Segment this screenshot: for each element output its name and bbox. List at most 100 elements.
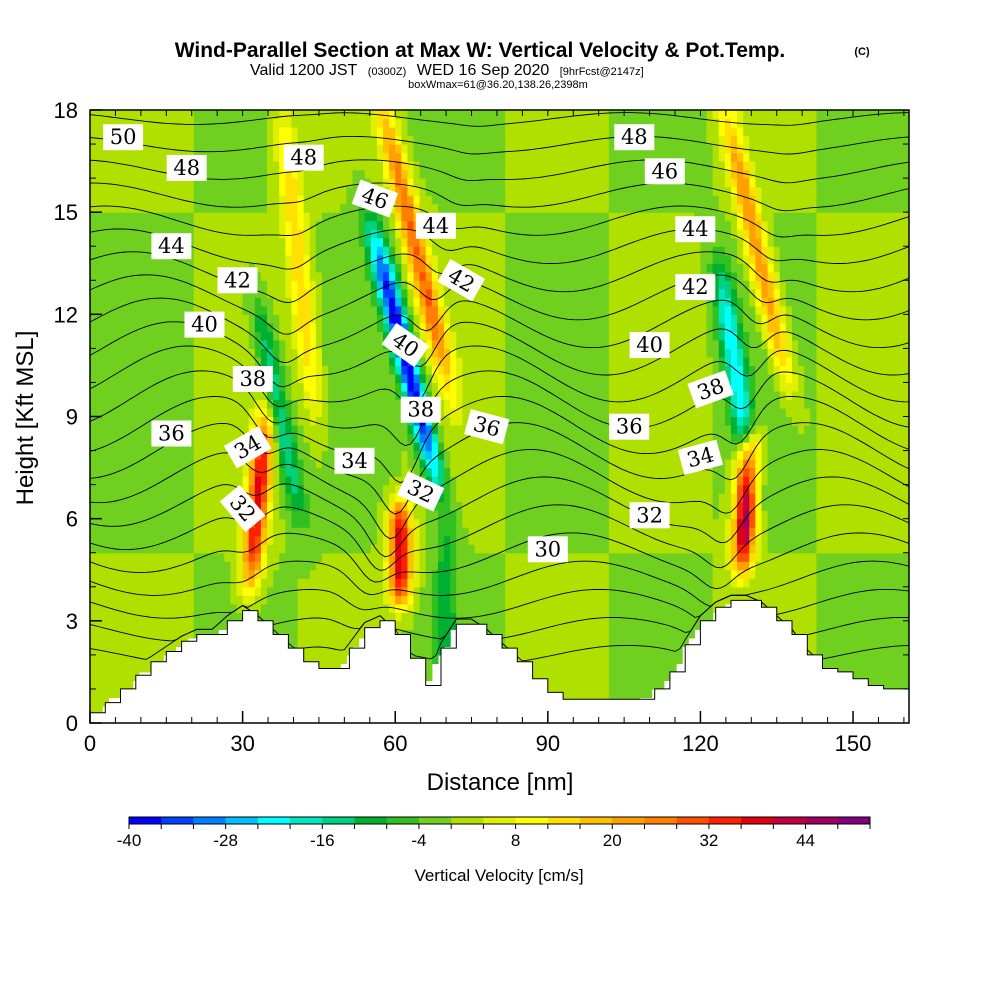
velocity-cell bbox=[456, 476, 463, 486]
velocity-cell bbox=[254, 246, 262, 256]
velocity-cell bbox=[212, 229, 219, 239]
velocity-cell bbox=[431, 144, 439, 154]
velocity-cell bbox=[267, 476, 274, 486]
velocity-cell bbox=[517, 373, 524, 384]
velocity-cell bbox=[205, 356, 213, 367]
velocity-cell bbox=[102, 595, 109, 605]
velocity-cell bbox=[328, 220, 335, 230]
velocity-cell bbox=[480, 280, 488, 290]
velocity-cell bbox=[96, 578, 103, 588]
velocity-cell bbox=[560, 467, 567, 477]
velocity-cell bbox=[132, 476, 140, 486]
velocity-cell bbox=[175, 382, 183, 392]
velocity-cell bbox=[120, 637, 128, 647]
velocity-cell bbox=[193, 535, 201, 545]
velocity-cell bbox=[120, 280, 128, 290]
velocity-cell bbox=[163, 127, 170, 137]
velocity-cell bbox=[395, 501, 402, 511]
velocity-cell bbox=[511, 237, 518, 247]
velocity-cell bbox=[96, 663, 103, 673]
velocity-cell bbox=[96, 322, 103, 332]
velocity-cell bbox=[224, 459, 231, 469]
velocity-cell bbox=[309, 348, 317, 358]
velocity-cell bbox=[431, 305, 439, 315]
velocity-cell bbox=[498, 595, 506, 605]
velocity-cell bbox=[383, 280, 390, 290]
velocity-cell bbox=[340, 169, 347, 179]
velocity-cell bbox=[212, 382, 219, 392]
velocity-cell bbox=[126, 467, 134, 477]
velocity-cell bbox=[383, 118, 390, 128]
velocity-cell bbox=[389, 586, 396, 596]
velocity-cell bbox=[370, 229, 378, 239]
velocity-cell bbox=[413, 271, 421, 281]
velocity-cell bbox=[303, 390, 311, 401]
velocity-cell bbox=[236, 586, 244, 596]
velocity-cell bbox=[309, 629, 317, 639]
velocity-cell bbox=[297, 569, 305, 579]
velocity-cell bbox=[181, 518, 189, 528]
velocity-cell bbox=[218, 501, 225, 511]
velocity-cell bbox=[96, 484, 103, 494]
velocity-cell bbox=[120, 407, 128, 418]
velocity-cell bbox=[138, 382, 146, 392]
velocity-cell bbox=[193, 569, 201, 579]
velocity-cell bbox=[547, 169, 555, 179]
velocity-cell bbox=[364, 569, 372, 579]
velocity-cell bbox=[535, 212, 543, 222]
velocity-cell bbox=[383, 305, 390, 315]
velocity-cell bbox=[144, 271, 152, 281]
velocity-cell bbox=[309, 382, 317, 392]
velocity-cell bbox=[120, 195, 128, 205]
velocity-cell bbox=[230, 527, 238, 537]
velocity-cell bbox=[505, 305, 512, 315]
velocity-cell bbox=[364, 263, 372, 273]
velocity-cell bbox=[205, 305, 213, 315]
velocity-cell bbox=[297, 535, 305, 545]
velocity-cell bbox=[315, 561, 323, 571]
velocity-cell bbox=[205, 569, 213, 579]
box-wmax-info: boxWmax=61@36.20,138.26,2398m bbox=[408, 79, 588, 91]
velocity-cell bbox=[126, 612, 134, 622]
velocity-cell bbox=[144, 578, 152, 588]
velocity-cell bbox=[395, 169, 402, 179]
velocity-cell bbox=[334, 152, 341, 162]
velocity-cell bbox=[553, 178, 561, 188]
velocity-cell bbox=[193, 578, 201, 588]
velocity-cell bbox=[321, 331, 329, 341]
velocity-cell bbox=[126, 544, 134, 554]
velocity-cell bbox=[523, 450, 531, 460]
velocity-cell bbox=[346, 552, 354, 562]
velocity-cell bbox=[126, 552, 134, 562]
velocity-cell bbox=[389, 407, 396, 418]
velocity-cell bbox=[285, 331, 293, 341]
velocity-cell bbox=[334, 237, 341, 247]
velocity-cell bbox=[218, 246, 225, 256]
velocity-cell bbox=[193, 561, 201, 571]
velocity-cell bbox=[205, 280, 213, 290]
velocity-cell bbox=[193, 501, 201, 511]
velocity-cell bbox=[151, 161, 158, 171]
velocity-cell bbox=[425, 510, 433, 520]
velocity-cell bbox=[297, 169, 305, 179]
velocity-cell bbox=[328, 425, 335, 435]
velocity-cell bbox=[291, 220, 299, 230]
velocity-cell bbox=[181, 186, 189, 196]
velocity-cell bbox=[193, 476, 201, 486]
velocity-cell bbox=[157, 135, 164, 145]
velocity-cell bbox=[230, 459, 238, 469]
velocity-cell bbox=[242, 569, 250, 579]
velocity-cell bbox=[199, 459, 207, 469]
velocity-cell bbox=[498, 263, 506, 273]
velocity-cell bbox=[450, 246, 457, 256]
velocity-cell bbox=[425, 586, 433, 596]
velocity-cell bbox=[492, 356, 500, 367]
velocity-cell bbox=[236, 331, 244, 341]
velocity-cell bbox=[468, 501, 476, 511]
velocity-cell bbox=[279, 365, 286, 375]
velocity-cell bbox=[492, 552, 500, 562]
velocity-cell bbox=[297, 135, 305, 145]
velocity-cell bbox=[340, 425, 347, 435]
velocity-cell bbox=[315, 348, 323, 358]
velocity-cell bbox=[285, 178, 293, 188]
